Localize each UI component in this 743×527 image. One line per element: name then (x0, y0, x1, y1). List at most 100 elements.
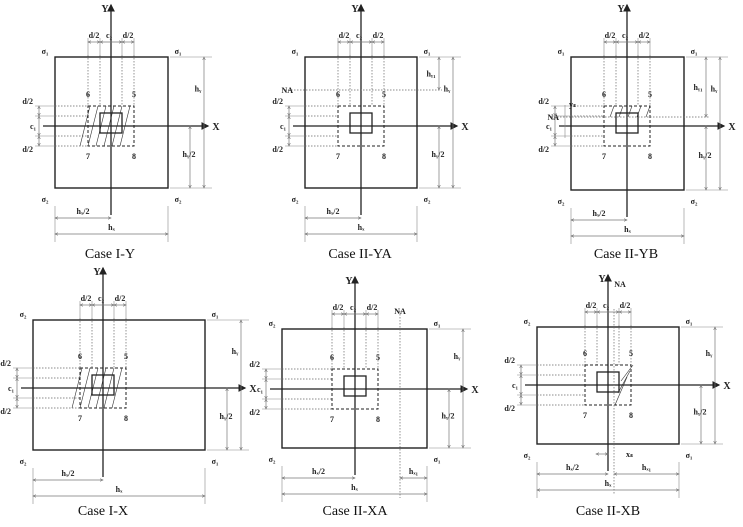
quadrant-6: 6 (86, 90, 90, 99)
y-axis-label: Y (345, 276, 353, 287)
panel-ii-ya: Y X NA 6 5 7 8 σ₁ σ₁ σ₂ σ₂ d/2 c₂ d/2 d/2 c₁ d/2 hᵧ hᵧ/2 hᵧ… (272, 3, 469, 262)
quadrant-7: 7 (330, 415, 334, 424)
x-axis-label: X (212, 122, 220, 133)
quadrant-8: 8 (132, 152, 136, 161)
label-hx-half: hₓ/2 (312, 467, 325, 476)
label-hx: hₓ (358, 223, 365, 232)
quadrant-6: 6 (602, 90, 606, 99)
label-hy-half: hᵧ/2 (694, 408, 707, 417)
corner-stress-bl: σ₂ (292, 195, 299, 204)
panel-i-x: Y X 6 5 7 8 σ₂ σ₁ σ₂ σ₁ d/2 c₂ d/2 d/2 c₁ d/2 hᵧ hᵧ/2 hₓ/2… (0, 266, 257, 519)
quadrant-8: 8 (629, 411, 633, 420)
quadrant-8: 8 (648, 152, 652, 161)
label-hx: hₓ (116, 485, 123, 494)
x-axis-label: X (461, 122, 469, 133)
corner-stress-br: σ₁ (686, 451, 693, 460)
label-c2: c₂ (356, 31, 363, 40)
hatch-line (645, 105, 651, 118)
label-d-half: d/2 (367, 303, 378, 312)
corner-stress-bl: σ₂ (269, 455, 276, 464)
quadrant-8: 8 (376, 415, 380, 424)
corner-stress-br: σ₂ (424, 195, 431, 204)
corner-stress-tl: σ₂ (269, 319, 276, 328)
quadrant-8: 8 (124, 414, 128, 423)
quadrant-6: 6 (78, 352, 82, 361)
x-axis-label: X (471, 385, 479, 396)
label-d-half: d/2 (272, 97, 283, 106)
quadrant-7: 7 (86, 152, 90, 161)
y-axis-label: Y (101, 4, 109, 15)
panel-caption: Case I-Y (85, 247, 135, 262)
corner-stress-tr: σ₁ (212, 310, 219, 319)
label-d-half: d/2 (339, 31, 350, 40)
label-c2: c₂ (603, 301, 610, 310)
hatch-line (620, 364, 634, 382)
panel-caption: Case I-X (78, 504, 128, 519)
label-hy: hᵧ (711, 85, 718, 94)
y-axis-label: Y (598, 274, 606, 285)
label-c1: c₁ (30, 122, 37, 131)
label-hy-half: hᵧ/2 (442, 412, 455, 421)
label-c2: c₂ (106, 31, 113, 40)
hatched-area (614, 364, 634, 406)
panel-ii-yb: Y X NA 6 5 7 8 σ₁ σ₁ σ₂ σ₂ d/2 c₂ d/2 d/2 c₁ d/2 yₛ hᵧ hᵧ/2… (538, 3, 736, 262)
label-d-half: d/2 (249, 408, 260, 417)
quadrant-5: 5 (376, 353, 380, 362)
label-d-half: d/2 (639, 31, 650, 40)
hatch-line (627, 105, 633, 118)
label-hx: hₓ (108, 223, 115, 232)
x-axis-label: X (249, 384, 257, 395)
label-d-half: d/2 (538, 97, 549, 106)
hatch-line (609, 105, 615, 118)
corner-stress-br: σ₂ (175, 195, 182, 204)
label-d-half: d/2 (538, 145, 549, 154)
label-d-half: d/2 (115, 294, 126, 303)
corner-stress-tr: σ₁ (686, 317, 693, 326)
label-hx1: hₓ₁ (409, 467, 419, 476)
label-d-half: d/2 (373, 31, 384, 40)
label-d-half: d/2 (504, 404, 515, 413)
label-c1: c₁ (280, 122, 287, 131)
corner-stress-tr: σ₁ (691, 47, 698, 56)
hatch-line (614, 376, 628, 406)
y-axis-label: Y (617, 4, 625, 15)
label-hx-half: hₓ/2 (62, 469, 75, 478)
label-hy1: hᵧ₁ (426, 70, 436, 79)
panel-caption: Case II-YA (328, 247, 392, 262)
label-c2: c₂ (98, 294, 105, 303)
label-hy: hᵧ (195, 85, 202, 94)
label-hy: hᵧ (706, 349, 713, 358)
label-ys: yₛ (569, 100, 576, 109)
label-c1: c₁ (512, 381, 519, 390)
corner-stress-tl: σ₁ (42, 47, 49, 56)
corner-stress-br: σ₁ (212, 457, 219, 466)
label-hy: hᵧ (232, 347, 239, 356)
quadrant-6: 6 (330, 353, 334, 362)
quadrant-7: 7 (583, 411, 587, 420)
label-hy: hᵧ (454, 352, 461, 361)
corner-stress-tr: σ₁ (434, 319, 441, 328)
label-d-half: d/2 (0, 359, 11, 368)
label-d-half: d/2 (0, 407, 11, 416)
corner-stress-br: σ₂ (691, 197, 698, 206)
label-d-half: d/2 (586, 301, 597, 310)
label-c1: c₁ (257, 385, 264, 394)
x-axis-label: X (723, 381, 731, 392)
label-d-half: d/2 (22, 145, 33, 154)
y-axis-label: Y (93, 267, 101, 278)
hatch-line (617, 370, 631, 394)
label-c1: c₁ (546, 122, 553, 131)
label-hx-half: hₓ/2 (327, 207, 340, 216)
quadrant-5: 5 (629, 349, 633, 358)
corner-stress-bl: σ₂ (42, 195, 49, 204)
label-hy1: hᵧ₁ (693, 83, 703, 92)
label-hy-half: hᵧ/2 (432, 150, 445, 159)
label-d-half: d/2 (605, 31, 616, 40)
neutral-axis-label: NA (547, 113, 559, 122)
y-axis-label: Y (351, 4, 359, 15)
quadrant-7: 7 (78, 414, 82, 423)
quadrant-5: 5 (132, 90, 136, 99)
quadrant-5: 5 (648, 90, 652, 99)
corner-stress-bl: σ₂ (524, 451, 531, 460)
